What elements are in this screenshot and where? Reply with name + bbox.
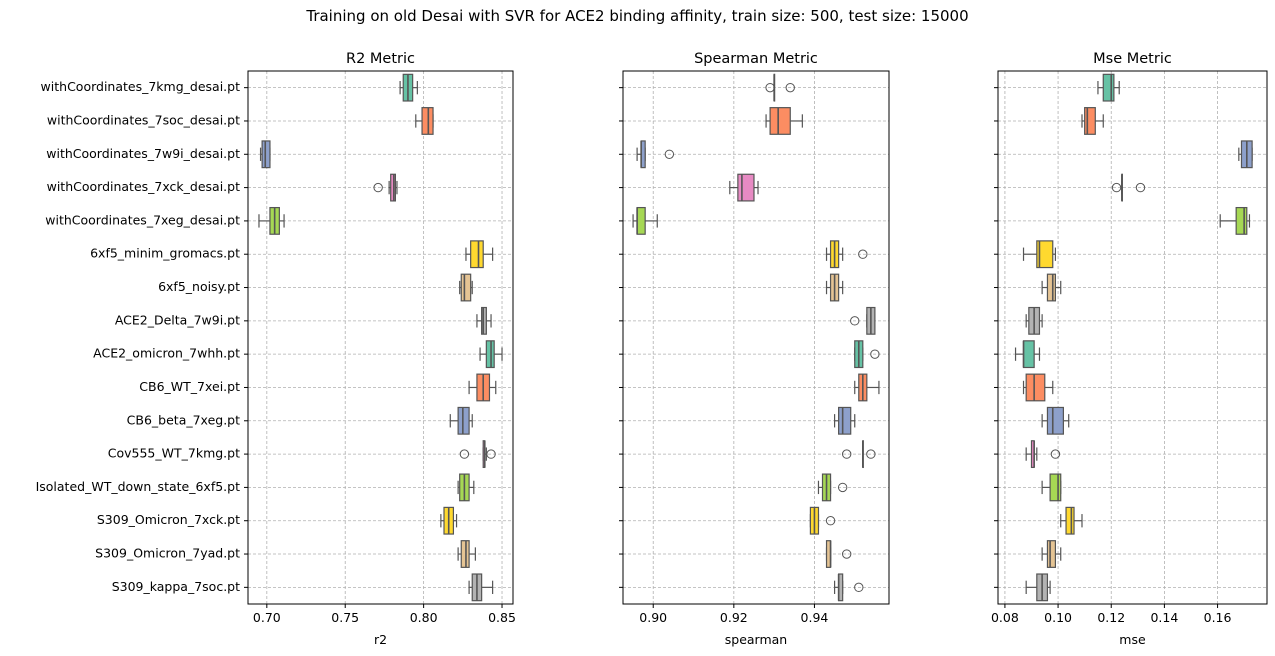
box <box>737 173 755 202</box>
box <box>1036 240 1054 269</box>
box <box>1022 340 1035 369</box>
y-tick-label: CB6_beta_7xeg.pt <box>127 412 240 427</box>
y-tick-label: S309_Omicron_7xck.pt <box>97 512 240 527</box>
x-tick-label: 0.10 <box>1044 610 1072 625</box>
y-tick-label: CB6_WT_7xei.pt <box>139 379 240 394</box>
x-tick-label: 0.08 <box>991 610 1019 625</box>
outlier-point <box>1135 182 1146 193</box>
axes-frame <box>622 70 890 605</box>
y-tick-label: withCoordinates_7kmg_desai.pt <box>41 79 241 94</box>
box <box>1046 540 1057 568</box>
outlier-point <box>841 449 852 459</box>
outlier-point <box>1050 449 1061 459</box>
outlier-point <box>837 482 848 493</box>
y-tick-label: Cov555_WT_7kmg.pt <box>108 446 240 461</box>
y-tick-label: S309_Omicron_7yad.pt <box>95 546 240 561</box>
x-tick-label: 0.80 <box>410 610 438 625</box>
outlier-point <box>664 149 675 159</box>
x-tick-label: 0.85 <box>488 610 516 625</box>
subplot-title: Mse Metric <box>1093 51 1172 67</box>
outlier-point <box>486 449 496 459</box>
y-tick-label: ACE2_omicron_7whh.pt <box>93 346 240 361</box>
x-tick-label: 0.75 <box>331 610 359 625</box>
x-tick-label: 0.70 <box>253 610 281 625</box>
box <box>1102 73 1115 102</box>
outlier-point <box>765 82 775 93</box>
box <box>1025 373 1046 402</box>
box <box>1084 107 1096 135</box>
y-tick-label: 6xf5_noisy.pt <box>158 279 240 294</box>
x-axis-label: mse <box>1119 632 1146 647</box>
y-tick-label: ACE2_Delta_7w9i.pt <box>115 312 240 327</box>
y-tick-label: withCoordinates_7soc_desai.pt <box>47 112 240 127</box>
figure-title: Training on old Desai with SVR for ACE2 … <box>306 7 969 25</box>
box <box>769 107 791 135</box>
x-tick-label: 0.16 <box>1204 610 1232 625</box>
box <box>1235 206 1248 235</box>
box <box>636 206 646 235</box>
box <box>1049 473 1062 502</box>
outlier-point <box>870 349 880 359</box>
axes-frame <box>997 70 1268 605</box>
y-tick-label: S309_kappa_7soc.pt <box>112 579 240 594</box>
box <box>470 240 484 269</box>
y-tick-label: withCoordinates_7xck_desai.pt <box>47 179 240 194</box>
x-axis-label: r2 <box>374 632 387 647</box>
y-tick-label: 6xf5_minim_gromacs.pt <box>90 246 240 261</box>
outlier-point <box>841 549 852 559</box>
subplot-title: Spearman Metric <box>694 51 818 67</box>
box <box>838 406 852 435</box>
x-tick-label: 0.92 <box>720 610 748 625</box>
outlier-point <box>1111 182 1122 193</box>
box <box>1046 273 1057 302</box>
y-tick-label: withCoordinates_7xeg_desai.pt <box>45 212 240 227</box>
y-tick-label: withCoordinates_7w9i_desai.pt <box>46 146 240 161</box>
outlier-point <box>373 182 383 193</box>
outlier-point <box>858 249 868 259</box>
x-tick-label: 0.94 <box>801 610 829 625</box>
x-axis-label: spearman <box>725 632 787 647</box>
outlier-point <box>854 582 864 593</box>
subplot-title: R2 Metric <box>346 51 415 67</box>
outlier-point <box>785 82 795 93</box>
box <box>460 273 472 302</box>
outlier-point <box>850 316 860 326</box>
box <box>1046 406 1064 435</box>
box <box>1065 506 1075 535</box>
outlier-point <box>866 449 876 459</box>
x-tick-label: 0.14 <box>1150 610 1178 625</box>
x-tick-label: 0.12 <box>1097 610 1125 625</box>
y-tick-label: Isolated_WT_down_state_6xf5.pt <box>36 479 241 494</box>
axes-frame <box>247 70 514 605</box>
outlier-point <box>459 449 470 459</box>
x-tick-label: 0.90 <box>639 610 667 625</box>
outlier-point <box>825 516 836 526</box>
